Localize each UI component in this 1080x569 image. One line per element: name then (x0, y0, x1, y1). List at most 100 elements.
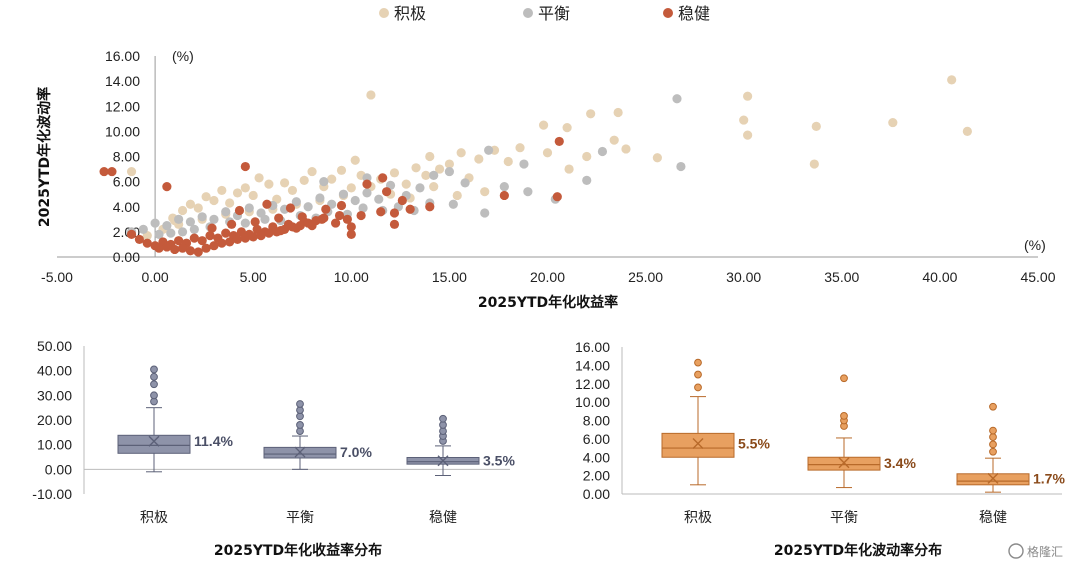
box-y-tick-label: 16.00 (575, 339, 610, 355)
scatter-point (274, 213, 284, 223)
scatter-point (254, 173, 264, 183)
scatter-point (166, 228, 176, 238)
scatter-point (240, 183, 250, 193)
scatter-point (260, 214, 270, 224)
box-y-tick-label: 10.00 (575, 394, 610, 410)
scatter-point (207, 223, 217, 233)
scatter-point (429, 182, 439, 192)
scatter-point (193, 203, 203, 213)
scatter-point (217, 185, 227, 196)
scatter-point (382, 187, 392, 197)
scatter-point (291, 197, 301, 207)
scatter-point (342, 214, 352, 224)
scatter-point (444, 159, 454, 169)
scatter-point (562, 123, 572, 133)
scatter-point (193, 247, 203, 257)
scatter-point (613, 107, 623, 118)
watermark-text: 格隆汇 (1027, 544, 1063, 559)
scatter-point (334, 210, 345, 221)
scatter-point (397, 195, 407, 206)
box-outlier (840, 374, 848, 383)
scatter-y-tick-label: 16.00 (105, 48, 140, 64)
scatter-point (362, 188, 372, 198)
box-y-tick-label: 30.00 (37, 387, 72, 403)
scatter-x-unit: (%) (1024, 237, 1046, 253)
box-category-label: 平衡 (286, 510, 314, 526)
box-outlier (296, 400, 304, 408)
scatter-point (142, 238, 152, 248)
scatter-point (474, 154, 484, 164)
scatter-point (356, 210, 366, 221)
scatter-point (448, 199, 458, 209)
scatter-point (201, 243, 211, 253)
scatter-point (248, 232, 258, 242)
legend: 积极 平衡 稳健 (379, 4, 710, 23)
legend-label-aggressive: 积极 (394, 4, 426, 23)
scatter-point (743, 91, 753, 101)
scatter-point (962, 126, 972, 136)
scatter-point (197, 212, 207, 222)
scatter-point (177, 227, 188, 237)
scatter-point (672, 94, 682, 104)
box-iqr (117, 434, 191, 454)
scatter-point (405, 204, 415, 214)
scatter-point (415, 183, 425, 193)
scatter-point (597, 146, 608, 157)
scatter-point (338, 189, 349, 199)
scatter-point (346, 183, 356, 193)
box-y-tick-label: 0.00 (583, 486, 610, 502)
box-outlier (296, 421, 304, 429)
scatter-point (287, 185, 298, 196)
scatter-point (201, 192, 211, 202)
scatter-point (609, 135, 619, 145)
scatter-point (456, 148, 466, 158)
scatter-point (350, 195, 360, 206)
scatter-point (174, 236, 184, 246)
scatter-point (499, 182, 509, 192)
scatter-point (480, 187, 490, 197)
scatter-point (319, 213, 329, 223)
box-mean-marker (294, 446, 306, 458)
scatter-point (240, 161, 250, 172)
scatter-point (138, 224, 148, 234)
legend-label-steady: 稳健 (678, 4, 710, 23)
scatter-point (177, 205, 188, 216)
scatter-point (401, 179, 411, 189)
scatter-point (250, 217, 260, 227)
scatter-point (552, 192, 562, 202)
scatter-x-tick-label: 20.00 (530, 269, 565, 285)
scatter-point (227, 219, 237, 229)
scatter-x-tick-label: 35.00 (824, 269, 859, 285)
scatter-point (621, 144, 631, 154)
scatter-point (232, 188, 243, 198)
scatter-point (185, 199, 196, 209)
scatter-point (279, 224, 290, 234)
scatter-point (189, 224, 199, 234)
scatter-point (652, 153, 662, 163)
scatter-point (327, 174, 337, 184)
scatter-point (126, 229, 137, 239)
scatter-point (189, 233, 199, 243)
box-mean-label: 11.4% (194, 433, 233, 449)
scatter-point (154, 243, 164, 253)
scatter-point (240, 218, 250, 228)
scatter-point (240, 233, 250, 243)
scatter-x-tick-label: 5.00 (240, 269, 267, 285)
box-iqr (661, 432, 735, 458)
box-outlier (989, 433, 997, 441)
scatter-point (217, 238, 227, 248)
scatter-point (350, 155, 360, 165)
scatter-x-tick-label: 10.00 (334, 269, 369, 285)
scatter-point (225, 237, 235, 247)
scatter-point (262, 199, 272, 209)
scatter-point (99, 166, 109, 177)
scatter-x-tick-label: 30.00 (726, 269, 761, 285)
scatter-point (484, 145, 494, 155)
box-mean-marker (148, 435, 160, 447)
box-outlier (150, 372, 158, 381)
scatter-point (162, 220, 172, 231)
watermark: 格隆汇 (1008, 543, 1063, 559)
box-category-label: 平衡 (830, 510, 858, 526)
scatter-point (162, 182, 172, 192)
scatter-point (378, 173, 388, 183)
